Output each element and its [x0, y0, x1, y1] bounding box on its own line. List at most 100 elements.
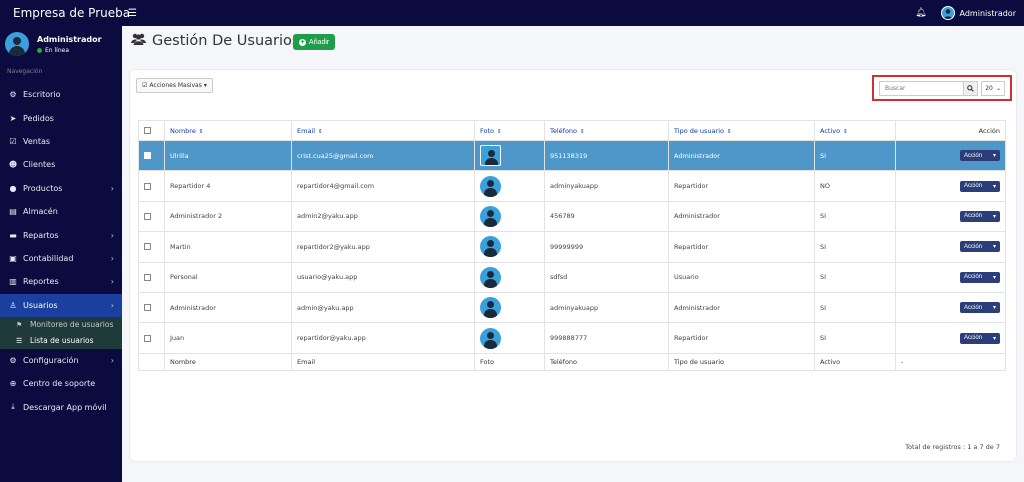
cell-tipo: Administrador	[668, 291, 815, 324]
cell-email: repartidor@yaku.app	[291, 322, 475, 354]
col-email[interactable]: Email ⇕	[291, 120, 475, 141]
bell-icon[interactable]: 🔔︎	[915, 8, 927, 18]
sidebar-item-clientes[interactable]: ☻ Clientes	[0, 153, 122, 176]
footer-activo: Activo	[814, 352, 896, 371]
users-table: Nombre ⇕ Email ⇕ Foto ⇕ Teléfono ⇕ Tipo de u…	[138, 120, 1006, 371]
box-icon: ●	[9, 183, 17, 193]
chevron-right-icon: ›	[110, 356, 114, 366]
truck-icon: ▬	[9, 230, 17, 240]
action-dropdown-button[interactable]: Acción ▾	[960, 210, 1000, 222]
col-tipo[interactable]: Tipo de usuario ⇕	[668, 120, 815, 141]
caret-down-icon: ▾	[992, 305, 996, 312]
user-photo[interactable]	[480, 266, 501, 288]
users-card: ☑ Acciones Masivas ▾ 20 ⌄ Nombre⇕ Email⇕…	[130, 70, 1016, 461]
cell-nombre: Personal	[164, 261, 292, 293]
sidebar-item-label: Descargar App móvil	[23, 402, 107, 412]
action-dropdown-button[interactable]: Acción ▾	[960, 302, 1000, 314]
user-photo[interactable]	[480, 327, 501, 349]
table-row[interactable]: Martin repartidor2@yaku.app 99999999 Repart…	[138, 231, 1006, 263]
row-checkbox[interactable]	[144, 152, 151, 160]
per-page-select[interactable]: 20 ⌄	[981, 80, 1005, 96]
row-checkbox-cell	[138, 322, 165, 354]
table-row[interactable]: Administrador admin@yaku.app adminyakuapp A…	[138, 291, 1006, 324]
sidebar-item-label: Reportes	[23, 277, 59, 287]
cell-foto	[474, 200, 545, 233]
check-square-icon: ☑	[9, 136, 17, 146]
action-dropdown-button[interactable]: Acción ▾	[960, 241, 1000, 253]
row-checkbox[interactable]	[144, 212, 151, 220]
col-activo[interactable]: Activo ⇕	[814, 120, 896, 141]
sidebar-item-reportes[interactable]: ▥ Reportes ›	[0, 270, 122, 293]
col-nombre[interactable]: Nombre ⇕	[164, 120, 292, 141]
sidebar-subitem-lista-de-usuarios[interactable]: ☰ Lista de usuarios	[0, 332, 122, 349]
row-checkbox[interactable]	[144, 304, 151, 312]
sidebar-item-configuraci-n[interactable]: ⚙ Configuración ›	[0, 349, 122, 372]
action-dropdown-button[interactable]: Acción ▾	[960, 180, 1000, 192]
sidebar-item-centro-de-soporte[interactable]: ⊕ Centro de soporte	[0, 372, 122, 395]
row-checkbox[interactable]	[144, 273, 151, 281]
action-dropdown-button[interactable]: Acción ▾	[960, 332, 1000, 344]
row-checkbox[interactable]	[144, 182, 151, 190]
action-label: Acción	[964, 183, 983, 190]
sidebar-item-usuarios[interactable]: ♙ Usuarios ›	[0, 293, 122, 317]
user-photo[interactable]	[480, 297, 501, 319]
table-row[interactable]: Administrador 2 admin2@yaku.app 456789 Admi…	[138, 200, 1006, 233]
table-row[interactable]: Ulrilla crist.cua25@gmail.com 951138319 Adm…	[138, 139, 1006, 172]
sidebar-item-descargar-app-m-vil[interactable]: ⤓ Descargar App móvil	[0, 396, 122, 419]
search-button[interactable]	[963, 80, 979, 96]
action-label: Acción	[964, 152, 983, 159]
total-records: Total de registros : 1 a 7 de 7	[905, 443, 1000, 451]
cell-email: admin2@yaku.app	[291, 200, 475, 233]
cell-nombre: Administrador 2	[164, 200, 292, 233]
bulk-actions-button[interactable]: ☑ Acciones Masivas ▾	[136, 78, 213, 93]
footer-telefono: Teléfono	[544, 352, 669, 371]
row-checkbox[interactable]	[144, 334, 151, 342]
user-photo[interactable]	[480, 175, 501, 197]
sidebar-item-pedidos[interactable]: ➤ Pedidos	[0, 106, 122, 129]
user-photo[interactable]	[480, 145, 501, 167]
sidebar-item-label: Configuración	[23, 356, 79, 366]
sidebar-item-contabilidad[interactable]: ▣ Contabilidad ›	[0, 247, 122, 270]
add-button[interactable]: + Añadir	[293, 34, 336, 50]
cell-activo: SI	[814, 200, 896, 233]
sidebar-subitem-monitoreo-de-usuarios[interactable]: ⚑ Monitoreo de usuarios	[0, 316, 122, 333]
sidebar-item-productos[interactable]: ● Productos ›	[0, 177, 122, 200]
table-row[interactable]: Juan repartidor@yaku.app 999888777 Repartid…	[138, 322, 1006, 354]
sidebar-item-repartos[interactable]: ▬ Repartos ›	[0, 223, 122, 246]
download-icon: ⤓	[11, 402, 15, 412]
page-title-text: Gestión De Usuarios	[152, 33, 300, 49]
chevron-down-icon: ⌄	[995, 84, 1001, 92]
flag-icon: ⚑	[16, 320, 23, 329]
add-button-label: Añadir	[309, 38, 330, 46]
table-row[interactable]: Repartidor 4 repartidor4@gmail.com adminya…	[138, 170, 1006, 202]
table-row[interactable]: Personal usuario@yaku.app sdfsd Usuario SI Ac…	[138, 261, 1006, 293]
paper-plane-icon: ➤	[9, 113, 17, 123]
cell-nombre: Administrador	[164, 291, 292, 324]
select-all-cell	[138, 120, 165, 141]
cell-foto	[474, 261, 545, 293]
row-checkbox[interactable]	[144, 243, 151, 251]
cogs-icon: ⚙	[9, 356, 17, 366]
menu-toggle-icon[interactable]: ☰	[128, 7, 137, 19]
search-input[interactable]	[879, 80, 963, 96]
brand-name[interactable]: Empresa de Prueba	[13, 6, 131, 20]
col-telefono[interactable]: Teléfono ⇕	[544, 120, 669, 141]
select-all-checkbox[interactable]	[144, 127, 151, 134]
action-dropdown-button[interactable]: Acción ▾	[960, 271, 1000, 283]
sidebar-item-label: Usuarios	[23, 300, 58, 310]
user-photo[interactable]	[480, 205, 501, 227]
row-checkbox-cell	[138, 170, 165, 202]
users-icon	[131, 33, 146, 49]
table-header-row: Nombre ⇕ Email ⇕ Foto ⇕ Teléfono ⇕ Tipo de u…	[138, 120, 1006, 141]
col-foto[interactable]: Foto ⇕	[474, 120, 545, 141]
sidebar-item-almac-n[interactable]: ▤ Almacén	[0, 200, 122, 223]
action-dropdown-button[interactable]: Acción ▾	[960, 150, 1000, 162]
cell-telefono: 951138319	[544, 139, 669, 172]
cell-tipo: Administrador	[668, 139, 815, 172]
sidebar-item-escritorio[interactable]: ⚙ Escritorio	[0, 83, 122, 106]
user-photo[interactable]	[480, 236, 501, 258]
sort-icon: ⇕	[198, 128, 204, 135]
search-group: 20 ⌄	[872, 75, 1012, 101]
user-menu[interactable]: Administrador	[940, 6, 1016, 20]
sidebar-item-ventas[interactable]: ☑ Ventas	[0, 130, 122, 153]
